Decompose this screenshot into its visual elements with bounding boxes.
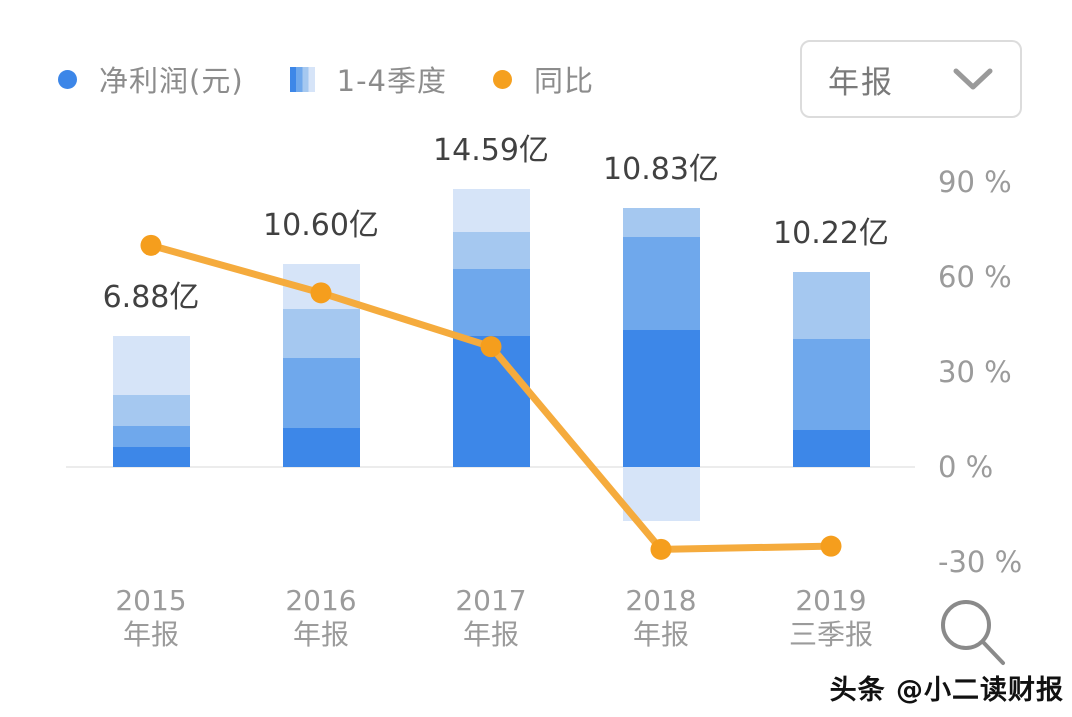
quarters-gradient-icon (289, 66, 315, 92)
search-icon[interactable] (936, 590, 1010, 670)
chart-legend: 净利润(元) 1-4季度 同比 (58, 62, 594, 98)
period-dropdown-value: 年报 (828, 64, 894, 101)
legend-label-quarters: 1-4季度 (336, 64, 448, 98)
x-axis-label: 2017 年报 (455, 584, 527, 651)
bar-value-label: 10.60亿 (263, 208, 379, 244)
y-axis-tick-label: 30 % (938, 355, 1012, 389)
legend-item-net-profit[interactable]: 净利润(元) (58, 58, 244, 100)
x-axis-label: 2018 年报 (625, 584, 697, 651)
y-axis-tick-label: 90 % (938, 165, 1012, 199)
bar-segment-2018-q4 (622, 467, 700, 521)
bar-segment-2019-q1 (792, 430, 870, 467)
bar-segment-2019-q3 (792, 272, 870, 340)
bar-segment-2016-q2 (282, 358, 360, 429)
bar-segment-2018-q3 (622, 208, 700, 238)
bar-segment-2018-q1 (622, 330, 700, 467)
bar-value-label: 14.59亿 (433, 132, 549, 168)
y-axis-tick-label: 60 % (938, 260, 1012, 294)
bar-value-label: 10.83亿 (603, 152, 719, 188)
x-axis-label: 2019 三季报 (788, 584, 873, 651)
bar-segment-2015-q4 (112, 336, 190, 395)
bar-segment-2017-q3 (452, 232, 530, 270)
net-profit-dot-icon (58, 69, 77, 89)
bar-segment-2019-q2 (792, 339, 870, 431)
legend-label-net-profit: 净利润(元) (99, 64, 244, 98)
bar-segment-2015-q2 (112, 425, 190, 447)
watermark: 头条 @小二读财报 (829, 675, 1064, 706)
bar-segment-2015-q1 (112, 446, 190, 467)
bar-segment-2016-q1 (282, 428, 360, 467)
x-axis-label: 2016 年报 (285, 584, 357, 651)
legend-label-yoy: 同比 (534, 64, 595, 98)
bar-value-label: 10.22亿 (773, 216, 889, 252)
bar-segment-2018-q2 (622, 237, 700, 331)
chevron-down-icon (953, 68, 993, 90)
legend-item-yoy[interactable]: 同比 (493, 58, 594, 100)
yoy-dot-icon (493, 69, 513, 89)
bar-segment-2017-q4 (452, 188, 530, 233)
bar-segment-2017-q1 (452, 336, 530, 467)
bar-segment-2016-q3 (282, 309, 360, 359)
bar-segment-2017-q2 (452, 269, 530, 337)
x-axis-label: 2015 年报 (115, 584, 187, 651)
y-axis-tick-label: 0 % (938, 450, 994, 484)
bar-value-label: 6.88亿 (102, 280, 200, 316)
bar-segment-2016-q4 (282, 264, 360, 310)
y-axis-tick-label: -30 % (938, 545, 1023, 579)
period-dropdown[interactable]: 年报 (800, 40, 1022, 118)
legend-item-quarters[interactable]: 1-4季度 (289, 58, 448, 100)
bar-segment-2015-q3 (112, 394, 190, 426)
